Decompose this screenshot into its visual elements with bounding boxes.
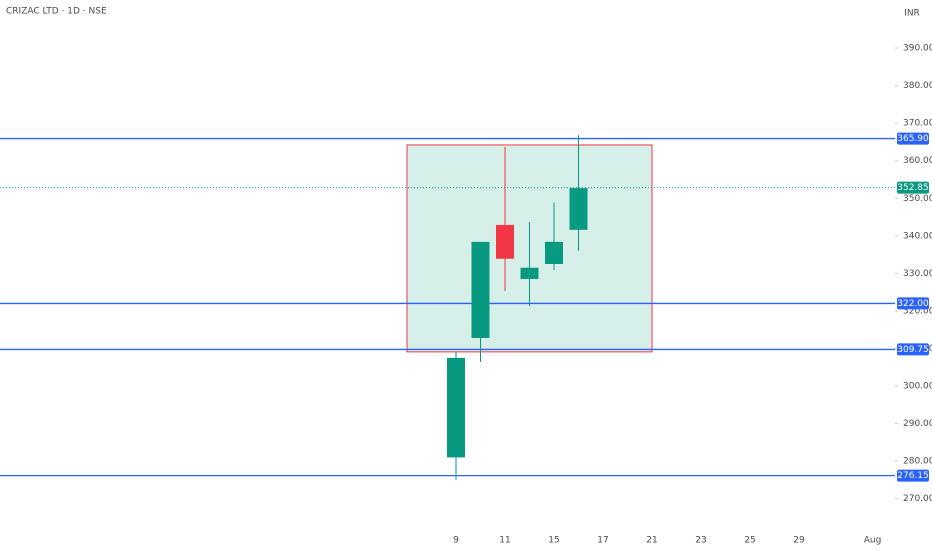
y-tick-label: 280.00 — [903, 457, 932, 467]
level-tag — [897, 469, 929, 482]
candle-body — [447, 357, 465, 458]
y-tick-label: 300.00 — [903, 382, 932, 392]
x-tick-label: 15 — [548, 536, 559, 546]
chart-title: CRIZAC LTD · 1D · NSE — [6, 7, 107, 17]
currency: INR — [904, 9, 920, 19]
level-tag — [897, 132, 929, 145]
y-tick-label: 370.00 — [903, 119, 932, 129]
last-price-label: 352.85 — [897, 183, 929, 193]
y-tick-label: 330.00 — [903, 269, 932, 279]
y-tick-label: 380.00 — [903, 81, 932, 91]
x-tick-label: Aug — [864, 536, 882, 546]
candle-body — [520, 267, 539, 280]
y-tick-label: 350.00 — [903, 194, 932, 204]
candle-body — [545, 241, 563, 264]
candle-body — [569, 188, 588, 230]
y-tick-label: 360.00 — [903, 156, 932, 166]
level-tag — [897, 297, 929, 310]
x-tick-label: 11 — [499, 536, 510, 546]
x-tick-label: 17 — [597, 536, 608, 546]
level-label: 365.90 — [897, 134, 929, 144]
level-tag — [897, 343, 929, 356]
candle-body — [471, 241, 490, 338]
x-tick-label: 21 — [646, 536, 657, 546]
y-tick-label: 270.00 — [903, 494, 932, 504]
x-tick-label: 9 — [453, 536, 459, 546]
y-tick-label: 290.00 — [903, 419, 932, 429]
x-tick-label: 29 — [793, 536, 805, 546]
y-tick-label: 320.00 — [903, 306, 932, 316]
y-tick-label: 340.00 — [903, 231, 932, 241]
x-tick-label: 23 — [695, 536, 706, 546]
level-label: 276.15 — [897, 471, 929, 481]
level-label: 309.75 — [897, 345, 929, 355]
y-tick-label: 390.00 — [903, 44, 932, 54]
x-tick-label: 25 — [744, 536, 755, 546]
last-price-tag — [897, 181, 929, 194]
candle-body — [496, 224, 514, 259]
level-label: 322.00 — [897, 299, 929, 309]
